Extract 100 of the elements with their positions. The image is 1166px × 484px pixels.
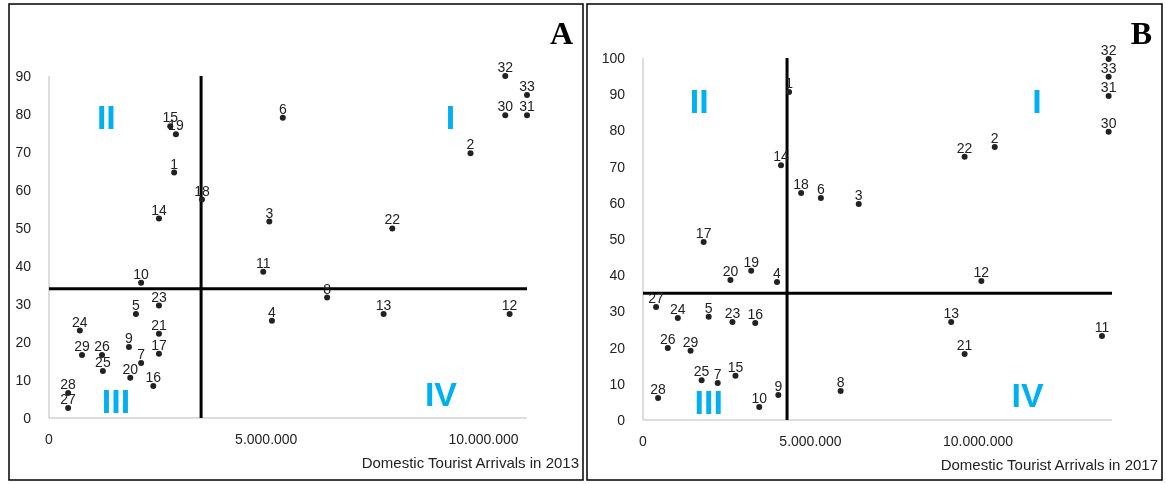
- series-label: 23: [151, 288, 167, 305]
- series-label: 3: [854, 186, 863, 203]
- series-label: 32: [497, 59, 514, 75]
- y-tick-label: 30: [15, 295, 32, 312]
- series-label: 7: [713, 366, 722, 383]
- y-tick-label: 0: [617, 411, 626, 428]
- series-label: 6: [278, 100, 287, 117]
- point: [502, 112, 509, 119]
- y-tick-label: 0: [23, 409, 32, 426]
- y-tick-label: 60: [15, 181, 32, 198]
- y-tick-label: 10: [15, 371, 32, 388]
- series-label: 7: [137, 345, 146, 362]
- series-label: 11: [255, 254, 271, 271]
- series-label: 25: [95, 353, 111, 370]
- series-label: 31: [1100, 79, 1117, 96]
- series-label: 4: [268, 303, 277, 320]
- point: [1098, 333, 1105, 340]
- x-axis-title: Domestic Tourist Arrivals in 2017: [940, 456, 1158, 473]
- series-label: 1: [170, 155, 179, 172]
- point: [506, 310, 513, 317]
- point: [1105, 56, 1112, 63]
- point: [99, 367, 106, 374]
- series-label: 12: [973, 263, 990, 280]
- series-label: 24: [670, 300, 686, 317]
- y-tick-label: 70: [15, 143, 32, 160]
- point: [698, 377, 705, 384]
- series-label: 26: [94, 337, 111, 354]
- y-tick-label: 20: [15, 333, 32, 350]
- x-tick-label: 10.000.000: [448, 431, 519, 447]
- annotation: IV: [424, 374, 458, 413]
- point: [172, 131, 179, 138]
- point: [1105, 93, 1112, 100]
- point: [268, 317, 275, 324]
- y-tick-label: 50: [15, 219, 32, 236]
- series-label: 20: [722, 262, 739, 279]
- point: [961, 153, 968, 160]
- series-label: 4: [773, 265, 782, 282]
- series-label: 30: [497, 98, 514, 115]
- y-tick-label: 80: [609, 122, 626, 139]
- series-label: 27: [648, 290, 665, 307]
- y-tick-label: 40: [609, 267, 626, 284]
- point: [778, 162, 785, 169]
- x-tick-label: 5.000.000: [235, 431, 298, 447]
- point: [171, 169, 178, 176]
- y-tick-label: 70: [609, 158, 626, 175]
- y-tick-label: 100: [601, 49, 626, 66]
- text: A: [549, 15, 573, 51]
- series-label: 13: [943, 304, 960, 321]
- point: [260, 268, 267, 275]
- point: [524, 112, 530, 119]
- series-label: 15: [727, 358, 744, 375]
- point: [732, 372, 739, 379]
- series-label: 14: [151, 201, 167, 218]
- point: [705, 313, 712, 320]
- point: [389, 225, 396, 232]
- point: [817, 195, 824, 202]
- annotation: III: [101, 381, 131, 420]
- series-label: 10: [751, 389, 768, 406]
- point: [700, 238, 707, 245]
- annotation: I: [1032, 82, 1042, 121]
- point: [786, 89, 793, 96]
- point: [756, 403, 763, 410]
- series-label: 18: [793, 176, 810, 193]
- annotation: II: [96, 97, 116, 136]
- x-axis-title: Domestic Tourist Arrivals in 2013: [361, 454, 579, 471]
- point: [1105, 128, 1112, 135]
- y-tick-label: 90: [609, 86, 626, 103]
- point: [798, 190, 805, 197]
- series-label: 30: [1100, 114, 1117, 131]
- series-label: 29: [682, 333, 699, 350]
- point: [155, 350, 162, 357]
- point: [674, 314, 681, 321]
- point: [138, 279, 145, 286]
- point: [948, 318, 955, 325]
- series-label: 28: [60, 375, 77, 392]
- point: [978, 277, 985, 284]
- y-tick-label: 90: [15, 67, 32, 84]
- series-label: 11: [1094, 319, 1110, 336]
- annotation: IV: [1011, 375, 1044, 414]
- series-label: 27: [60, 391, 77, 408]
- point: [380, 310, 387, 317]
- point: [266, 218, 273, 225]
- series-label: 12: [501, 296, 518, 313]
- point: [138, 359, 145, 366]
- x-tick-label: 10.000.000: [942, 433, 1014, 449]
- series-label: 22: [956, 139, 973, 156]
- point: [714, 380, 721, 387]
- point: [748, 267, 755, 274]
- point: [655, 394, 662, 401]
- point: [127, 374, 134, 381]
- point: [524, 92, 530, 98]
- point: [198, 196, 205, 203]
- y-tick-label: 50: [609, 230, 626, 247]
- series-label: 2: [990, 130, 999, 147]
- series-label: 5: [704, 299, 713, 316]
- series-label: 13: [375, 296, 392, 313]
- series-label: 3: [265, 204, 274, 221]
- series-label: 20: [122, 360, 139, 377]
- point: [467, 150, 474, 157]
- series-label: 16: [747, 305, 764, 322]
